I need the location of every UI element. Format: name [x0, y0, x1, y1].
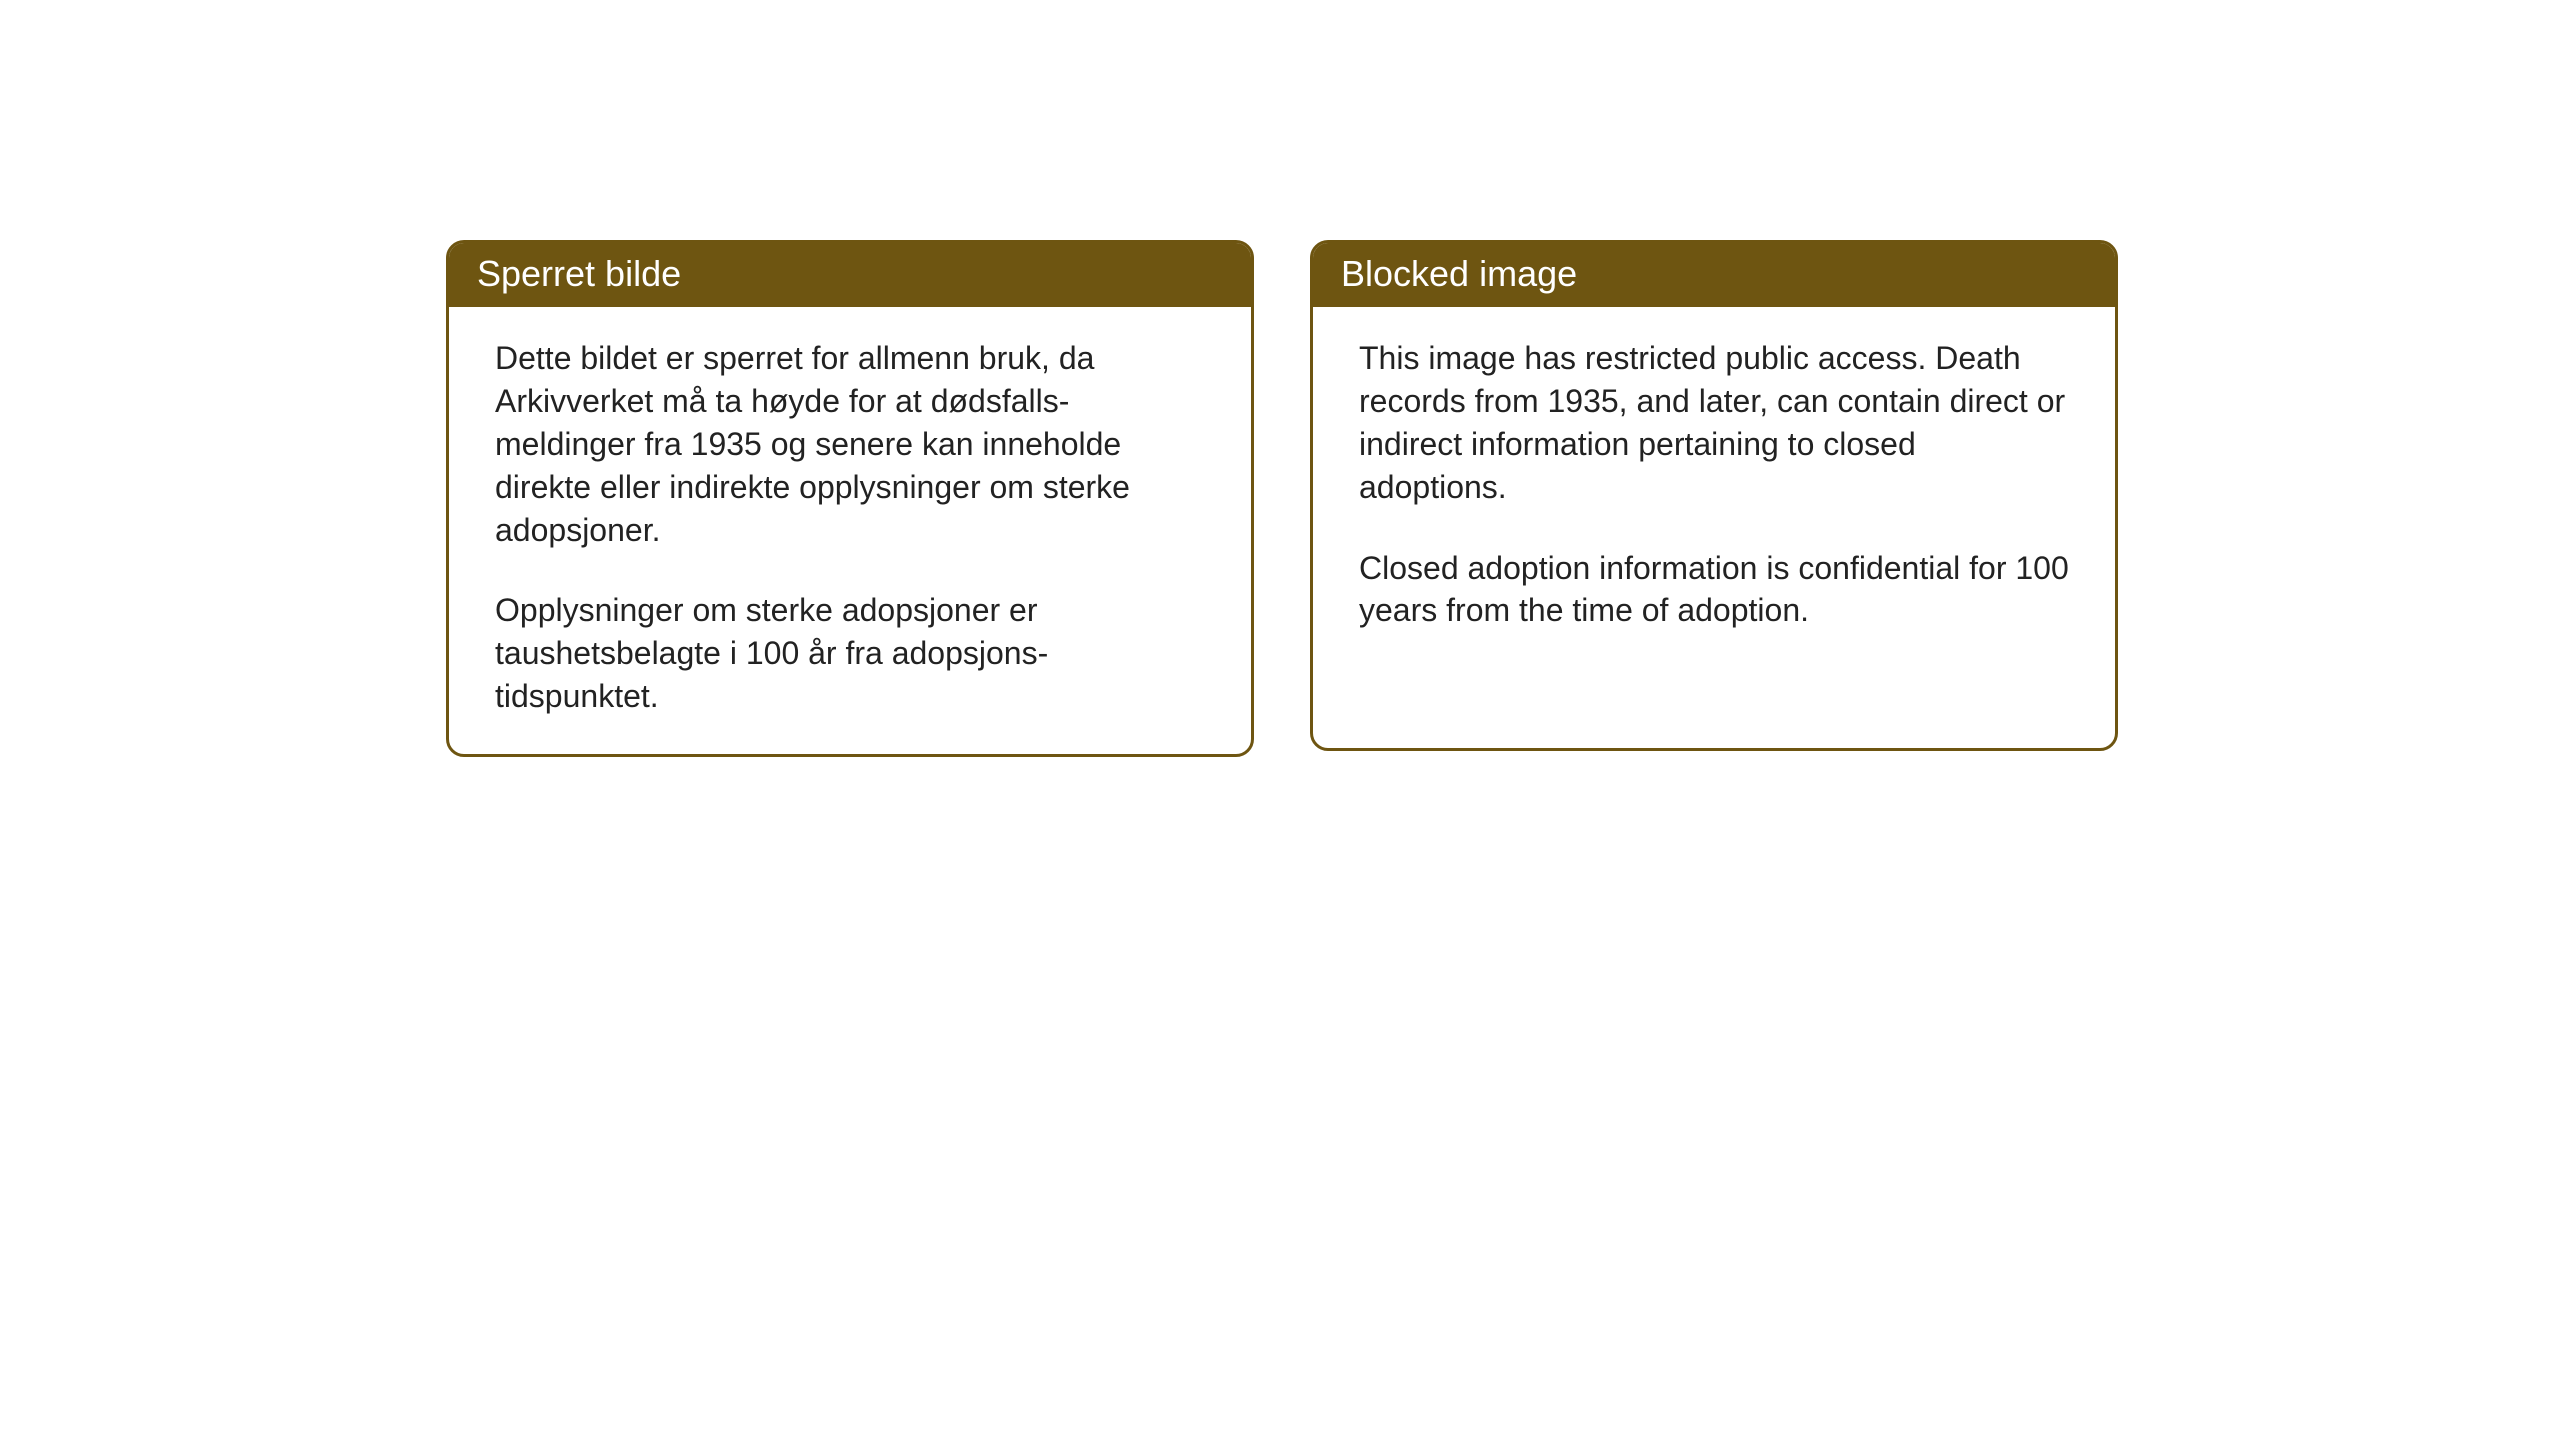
card-title-english: Blocked image [1341, 253, 1577, 294]
card-body-english: This image has restricted public access.… [1313, 307, 2115, 668]
card-title-norwegian: Sperret bilde [477, 253, 681, 294]
card-header-norwegian: Sperret bilde [449, 243, 1251, 307]
card-paragraph-2-english: Closed adoption information is confident… [1359, 547, 2069, 633]
card-paragraph-2-norwegian: Opplysninger om sterke adopsjoner er tau… [495, 589, 1205, 718]
card-norwegian: Sperret bilde Dette bildet er sperret fo… [446, 240, 1254, 757]
cards-container: Sperret bilde Dette bildet er sperret fo… [0, 0, 2560, 757]
card-paragraph-1-norwegian: Dette bildet er sperret for allmenn bruk… [495, 337, 1205, 551]
card-paragraph-1-english: This image has restricted public access.… [1359, 337, 2069, 509]
card-english: Blocked image This image has restricted … [1310, 240, 2118, 751]
card-header-english: Blocked image [1313, 243, 2115, 307]
card-body-norwegian: Dette bildet er sperret for allmenn bruk… [449, 307, 1251, 754]
